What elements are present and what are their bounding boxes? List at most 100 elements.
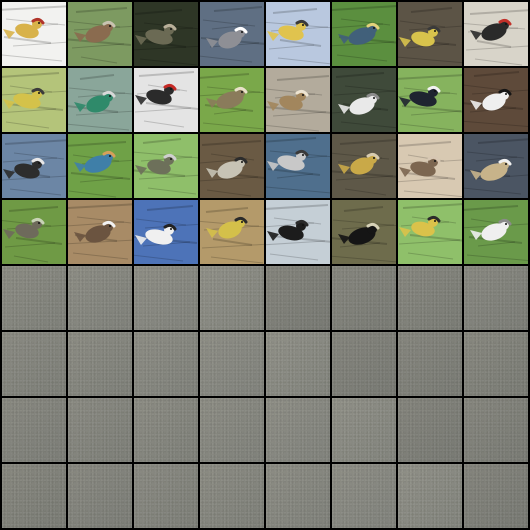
bird-photo-tile	[464, 2, 528, 66]
noise-tile	[200, 266, 264, 330]
noise-tile	[200, 332, 264, 396]
bird-eye	[505, 223, 507, 225]
bird-photo	[68, 2, 132, 66]
bird-photo-tile	[134, 2, 198, 66]
bird-eye	[373, 97, 375, 99]
bird-photo-tile	[332, 68, 396, 132]
noise-tile	[68, 464, 132, 528]
bird-photo-tile	[464, 134, 528, 198]
bird-photo	[200, 134, 264, 198]
noise-tile	[2, 464, 66, 528]
bird-photo	[266, 68, 330, 132]
bird-eye	[302, 224, 304, 226]
bird-photo-tile	[464, 200, 528, 264]
bird-eye	[241, 221, 243, 223]
bird-photo	[332, 68, 396, 132]
bird-eye	[434, 30, 436, 32]
bird-eye	[302, 24, 304, 26]
noise-tile	[134, 332, 198, 396]
bird-eye	[434, 220, 436, 222]
bird-photo-tile	[464, 68, 528, 132]
bird-photo	[200, 200, 264, 264]
bird-eye	[109, 25, 111, 27]
bird-photo-tile	[332, 2, 396, 66]
bird-eye	[302, 94, 304, 96]
noise-tile	[68, 266, 132, 330]
bird-eye	[505, 163, 507, 165]
bird-photo	[68, 68, 132, 132]
noise-tile	[2, 398, 66, 462]
bird-photo-tile	[266, 68, 330, 132]
bird-photo-tile	[68, 2, 132, 66]
bird-eye	[241, 91, 243, 93]
bird-photo	[398, 2, 462, 66]
noise-tile	[266, 332, 330, 396]
bird-photo	[200, 68, 264, 132]
bird-photo	[134, 2, 198, 66]
noise-tile	[134, 464, 198, 528]
noise-tile	[464, 332, 528, 396]
bird-photo	[2, 68, 66, 132]
noise-tile	[332, 266, 396, 330]
noise-tile	[398, 398, 462, 462]
bird-photo-tile	[68, 200, 132, 264]
bird-photo-tile	[332, 200, 396, 264]
bird-photo-tile	[266, 200, 330, 264]
noise-tile	[266, 464, 330, 528]
bird-eye	[505, 93, 507, 95]
bird-photo-tile	[266, 134, 330, 198]
noise-tile	[266, 266, 330, 330]
bird-eye	[170, 228, 172, 230]
bird-photo-tile	[68, 68, 132, 132]
bird-photo-tile	[134, 200, 198, 264]
noise-tile	[200, 398, 264, 462]
bird-eye	[373, 227, 375, 229]
bird-photo-tile	[398, 2, 462, 66]
bird-photo-tile	[68, 134, 132, 198]
bird-eye	[434, 160, 436, 162]
bird-photo	[2, 2, 66, 66]
bird-photo-tile	[332, 134, 396, 198]
bird-eye	[170, 88, 172, 90]
bird-photo-tile	[134, 68, 198, 132]
bird-eye	[373, 27, 375, 29]
bird-eye	[109, 155, 111, 157]
bird-eye	[302, 154, 304, 156]
bird-photo	[68, 134, 132, 198]
bird-eye	[38, 92, 40, 94]
bird-eye	[38, 22, 40, 24]
bird-eye	[38, 162, 40, 164]
noise-tile	[398, 332, 462, 396]
bird-photo-tile	[398, 134, 462, 198]
bird-photo	[464, 68, 528, 132]
noise-tile	[134, 398, 198, 462]
bird-eye	[241, 31, 243, 33]
bird-eye	[373, 157, 375, 159]
noise-tile	[398, 266, 462, 330]
bird-photo	[464, 200, 528, 264]
noise-tile	[398, 464, 462, 528]
bird-photo-tile	[2, 68, 66, 132]
noise-tile	[464, 266, 528, 330]
bird-photo-tile	[200, 134, 264, 198]
bird-photo	[266, 200, 330, 264]
bird-eye	[434, 90, 436, 92]
noise-tile	[464, 398, 528, 462]
bird-photo-tile	[200, 200, 264, 264]
bird-eye	[505, 23, 507, 25]
bird-photo	[266, 2, 330, 66]
bird-photo-tile	[2, 200, 66, 264]
bird-eye	[109, 225, 111, 227]
bird-photo-tile	[2, 134, 66, 198]
bird-photo	[134, 200, 198, 264]
bird-photo	[2, 134, 66, 198]
bird-photo	[332, 2, 396, 66]
bird-photo	[266, 134, 330, 198]
noise-tile	[332, 398, 396, 462]
noise-tile	[134, 266, 198, 330]
bird-photo-tile	[2, 2, 66, 66]
bird-photo	[200, 2, 264, 66]
noise-tile	[266, 398, 330, 462]
bird-photo	[464, 2, 528, 66]
